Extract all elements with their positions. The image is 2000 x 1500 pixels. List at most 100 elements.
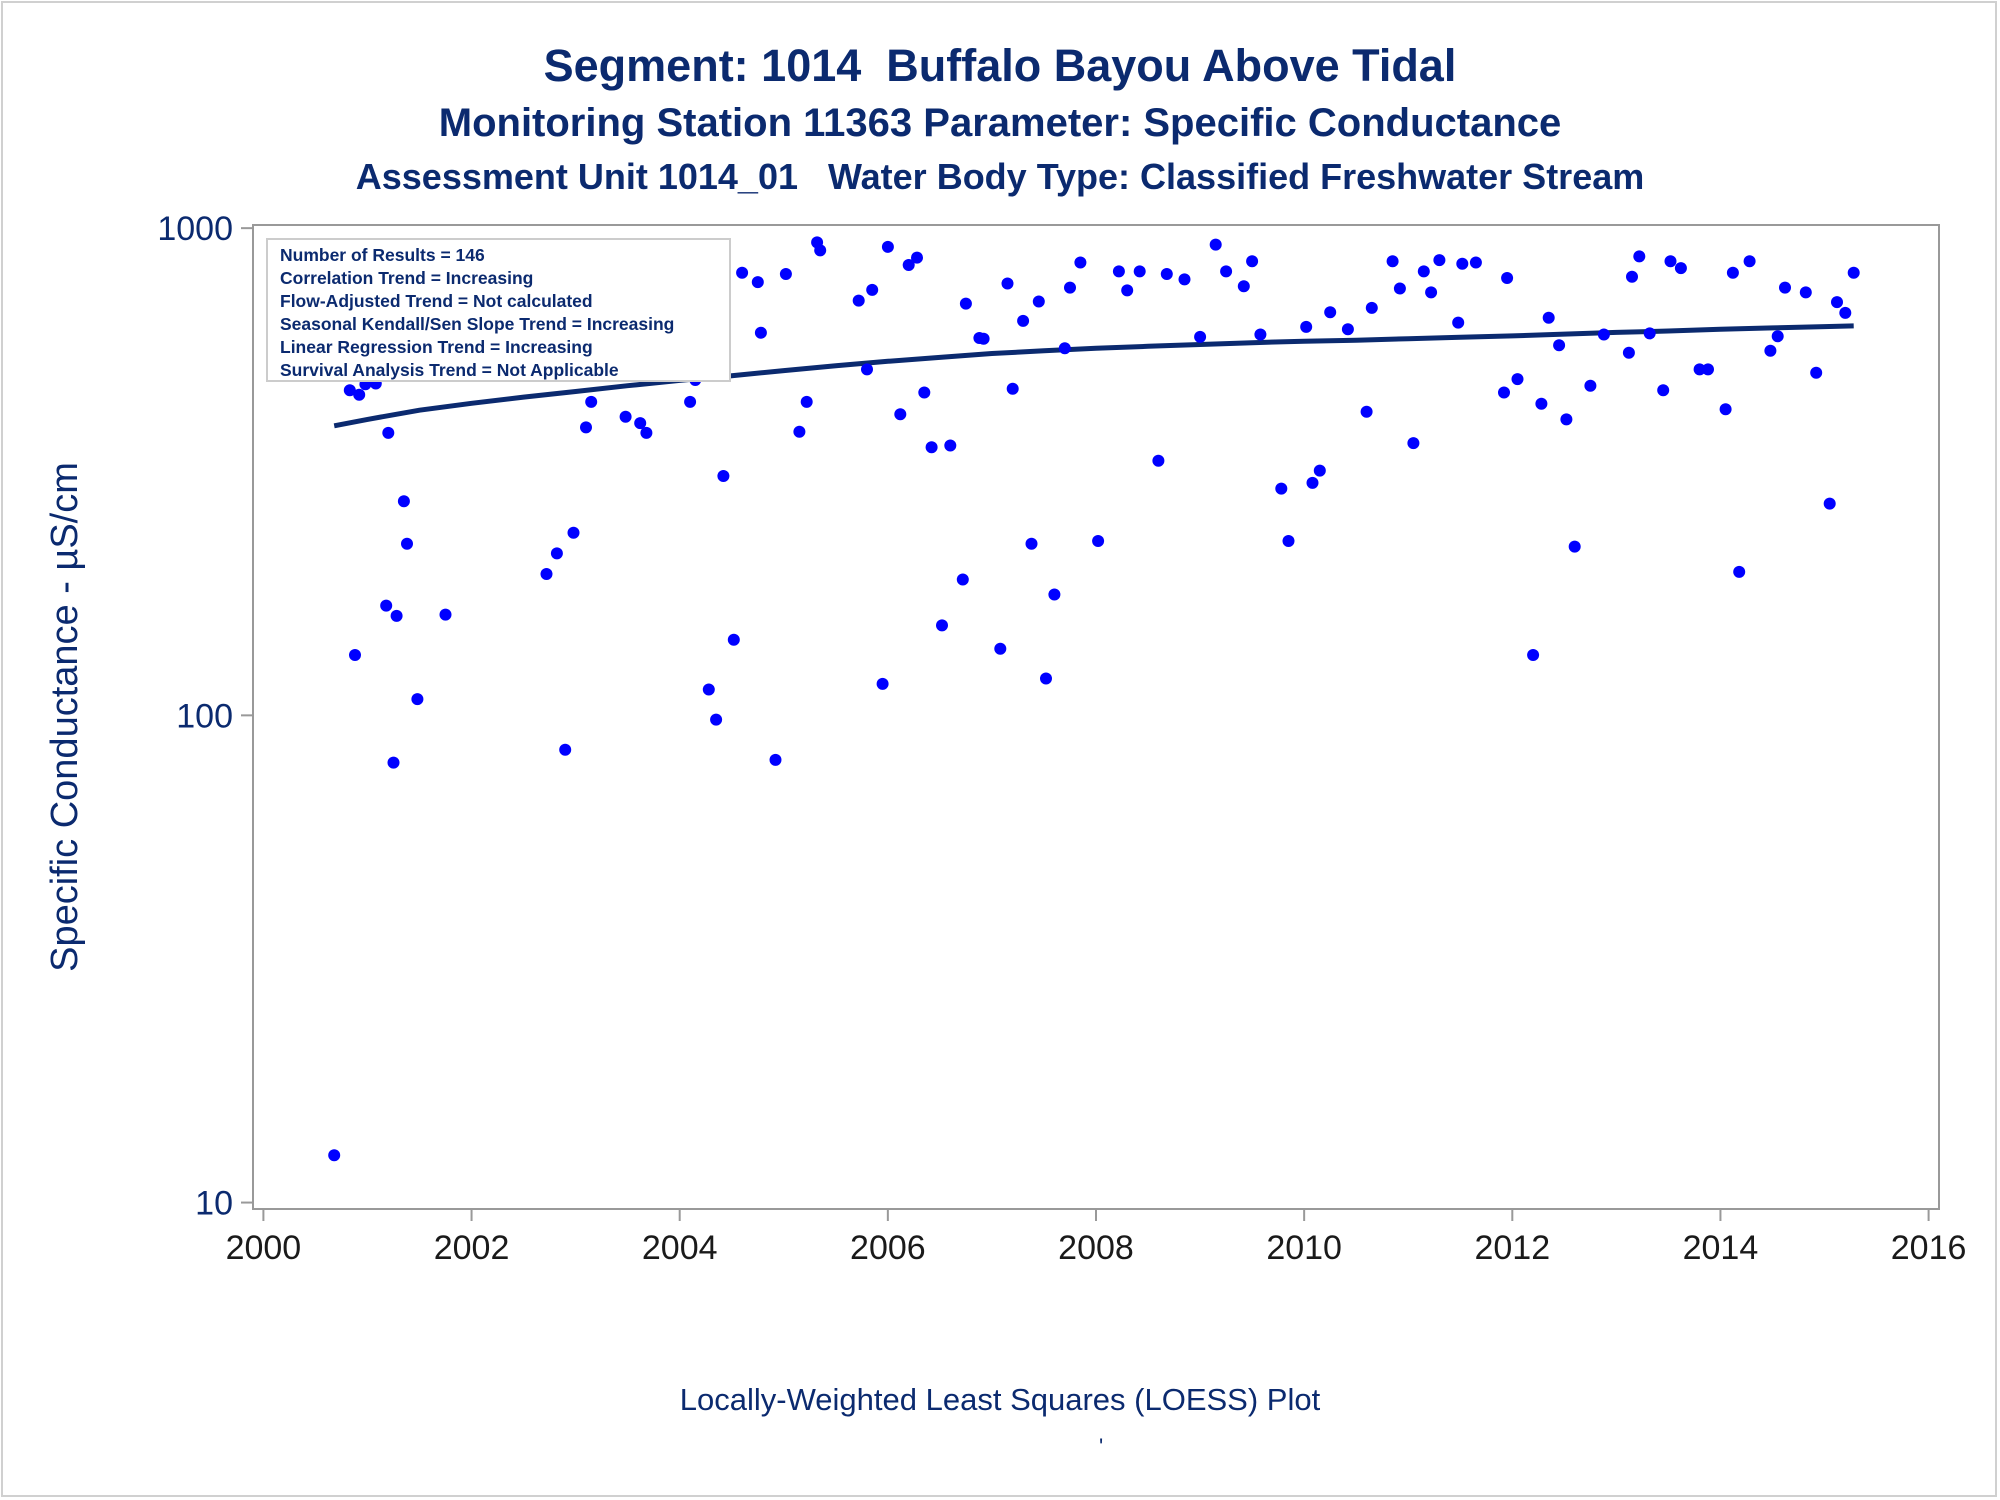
data-point (567, 526, 580, 539)
data-point (1365, 301, 1378, 314)
data-point (1160, 268, 1173, 280)
data-point (1527, 649, 1540, 661)
data-point (959, 297, 972, 310)
data-point (1341, 323, 1354, 336)
legend-line: Seasonal Kendall/Sen Slope Trend = Incre… (280, 314, 674, 334)
y-axis: 10 100 1000 (157, 210, 253, 1223)
data-point (1626, 270, 1638, 283)
data-point (1386, 255, 1399, 268)
data-point (353, 388, 366, 401)
data-point (1733, 565, 1746, 578)
data-point (710, 713, 723, 726)
data-point (793, 425, 806, 438)
data-point (866, 283, 879, 296)
data-point (1693, 363, 1706, 376)
data-point (1823, 497, 1836, 510)
data-point (1048, 588, 1061, 601)
data-point (727, 633, 740, 646)
data-point (1017, 314, 1030, 327)
data-point (936, 619, 948, 632)
data-point (800, 395, 813, 408)
data-point (1597, 328, 1610, 341)
stats-legend: Number of Results = 146 Correlation Trend… (266, 238, 731, 382)
data-point (1040, 672, 1052, 685)
chart-subtitle-station: Monitoring Station 11363 Parameter: Spec… (438, 101, 1562, 145)
legend-line: Flow-Adjusted Trend = Not calculated (280, 291, 593, 311)
footnote: Locally-Weighted Least Squares (LOESS) P… (679, 1382, 1321, 1417)
data-point (1133, 265, 1146, 278)
data-point (397, 495, 410, 508)
data-point (640, 426, 653, 439)
data-point (1799, 286, 1812, 299)
data-point (1633, 250, 1646, 263)
data-point (1643, 327, 1656, 340)
data-point (1511, 373, 1524, 386)
data-point (1306, 476, 1319, 489)
data-point (1209, 238, 1222, 251)
data-point (1622, 346, 1635, 359)
y-tick-label: 10 (195, 1185, 233, 1223)
data-point (754, 326, 767, 339)
x-tick-label: 2006 (850, 1229, 926, 1267)
legend-line: Number of Results = 146 (280, 245, 485, 265)
x-tick-label: 2000 (226, 1229, 302, 1267)
data-point (634, 417, 647, 430)
y-tick-label: 100 (176, 697, 233, 735)
data-point (1313, 464, 1326, 477)
data-point (994, 642, 1007, 655)
data-point (1535, 397, 1548, 410)
data-point (343, 384, 356, 397)
data-point (814, 244, 827, 257)
data-point (1393, 282, 1406, 295)
data-point (1254, 328, 1267, 341)
data-point (540, 568, 553, 580)
data-point (1194, 330, 1207, 343)
x-tick-label: 2014 (1683, 1229, 1759, 1267)
data-point (1006, 382, 1019, 395)
data-point (1275, 482, 1288, 495)
data-point (1300, 320, 1313, 333)
loess-trend-line (333, 323, 1854, 429)
data-point (1112, 265, 1125, 278)
data-point (751, 276, 764, 289)
data-point (1839, 306, 1852, 319)
data-point (580, 421, 592, 434)
data-point (925, 441, 938, 454)
chart-title: Segment: 1014 Buffalo Bayou Above Tidal (543, 40, 1457, 91)
data-point (349, 649, 361, 661)
data-point (1220, 265, 1233, 278)
x-tick-label: 2008 (1058, 1229, 1134, 1267)
data-point (1425, 286, 1438, 299)
x-tick-label: 2002 (434, 1229, 510, 1267)
data-point (380, 599, 393, 612)
data-point (1178, 273, 1191, 286)
data-point (411, 693, 424, 706)
data-point (1719, 403, 1732, 416)
data-point (717, 470, 730, 482)
legend-box (266, 238, 731, 382)
data-point (1674, 262, 1687, 275)
data-point (1764, 344, 1777, 357)
data-point (894, 408, 907, 421)
data-point (390, 609, 403, 622)
data-point (1032, 295, 1045, 308)
data-point (1560, 413, 1573, 426)
data-point (902, 259, 915, 271)
legend-line: Linear Regression Trend = Increasing (280, 337, 593, 357)
data-point (881, 240, 894, 253)
data-point (439, 608, 452, 621)
x-tick-label: 2016 (1891, 1229, 1967, 1267)
data-point (918, 386, 931, 399)
data-point (1092, 535, 1105, 547)
data-point (876, 677, 889, 690)
data-point (328, 1149, 341, 1162)
data-point (1726, 266, 1739, 279)
data-point (1542, 311, 1555, 324)
x-tick-label: 2004 (642, 1229, 718, 1267)
data-point (1237, 280, 1250, 293)
data-point (1847, 266, 1860, 279)
data-point (861, 363, 873, 376)
legend-line: Survival Analysis Trend = Not Applicable (280, 360, 619, 380)
data-point (702, 683, 715, 696)
data-point (1779, 281, 1791, 294)
